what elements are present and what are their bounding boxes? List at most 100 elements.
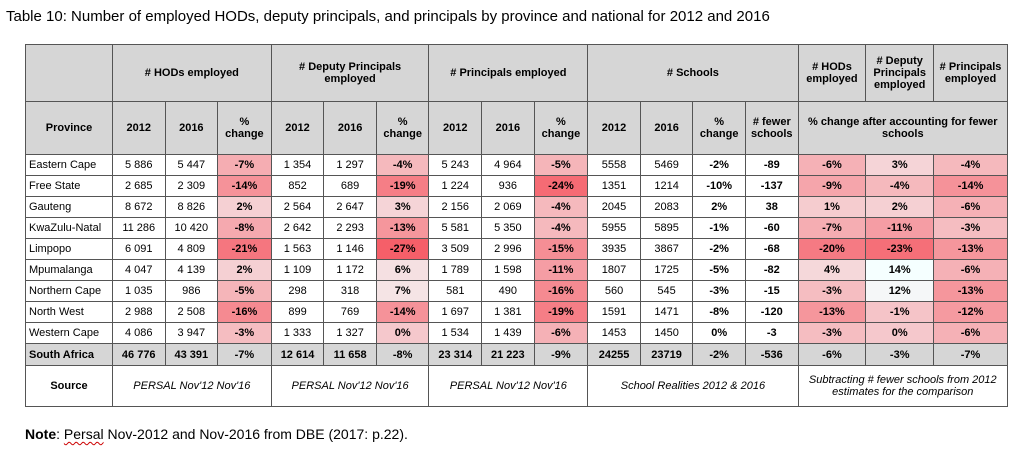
cell-prin-pct: -6% (533, 322, 589, 344)
cell-adj-prin: -6% (933, 322, 1008, 344)
cell-hods-2012: 11 286 (111, 217, 166, 239)
cell-sch-pct: -5% (692, 259, 746, 281)
cell-dep-2012: 1 333 (270, 322, 325, 344)
cell-prin-2016: 21 223 (481, 343, 535, 366)
table-row: Limpopo 6 091 4 809 -21% 1 563 1 146 -27% 3 509… (25, 238, 1008, 260)
table-row: Northern Cape 1 035 986 -5% 298 318 7% 581 490 -1… (25, 280, 1008, 302)
cell-fewer: 38 (744, 196, 799, 218)
cell-prin-pct: -4% (533, 196, 589, 218)
source-after: Subtracting # fewer schools from 2012 es… (797, 365, 1009, 407)
note-persal-word: Persal (63, 426, 104, 442)
province-cell: Gauteng (25, 196, 113, 218)
group-header-principals-after: # Principals employed (933, 44, 1008, 102)
cell-hods-pct: 2% (217, 259, 272, 281)
cell-sch-pct: -10% (692, 175, 746, 197)
group-header-deputy: # Deputy Principals employed (270, 44, 430, 102)
province-cell: Limpopo (25, 238, 113, 260)
cell-hods-2012: 5 886 (111, 154, 166, 176)
cell-adj-dep: -23% (865, 238, 935, 260)
cell-hods-pct: -14% (217, 175, 272, 197)
cell-hods-pct: -5% (217, 280, 272, 302)
cell-prin-pct: -4% (533, 217, 589, 239)
cell-adj-hods: -20% (797, 238, 867, 260)
cell-hods-2016: 3 947 (164, 322, 219, 344)
cell-sch-2012: 2045 (587, 196, 641, 218)
header-row-subcolumns: Province 2012 2016 % change 2012 2016 % … (25, 101, 1009, 155)
cell-prin-2016: 2 069 (481, 196, 535, 218)
group-header-schools: # Schools (587, 44, 799, 102)
cell-adj-prin: -3% (933, 217, 1008, 239)
cell-hods-2016: 5 447 (164, 154, 219, 176)
cell-dep-pct: -13% (375, 217, 430, 239)
cell-dep-2012: 1 354 (270, 154, 325, 176)
cell-adj-hods: 4% (797, 259, 867, 281)
cell-adj-prin: -6% (933, 196, 1008, 218)
cell-hods-2012: 2 988 (111, 301, 166, 323)
cell-hods-2016: 8 826 (164, 196, 219, 218)
cell-prin-pct: -15% (533, 238, 589, 260)
cell-adj-prin: -7% (933, 343, 1008, 366)
cell-prin-2012: 1 224 (428, 175, 483, 197)
cell-sch-pct: -3% (692, 280, 746, 302)
cell-hods-pct: -3% (217, 322, 272, 344)
cell-sch-2016: 1450 (639, 322, 694, 344)
cell-sch-2012: 1807 (587, 259, 641, 281)
table-row: North West 2 988 2 508 -16% 899 769 -14% 1 697 1… (25, 301, 1008, 323)
table-row: Mpumalanga 4 047 4 139 2% 1 109 1 172 6% 1 789 1… (25, 259, 1008, 281)
cell-sch-pct: -2% (692, 343, 746, 366)
cell-dep-2012: 2 642 (270, 217, 325, 239)
cell-adj-dep: 2% (865, 196, 935, 218)
group-header-hods-after: # HODs employed (797, 44, 867, 102)
cell-adj-dep: 0% (865, 322, 935, 344)
header-hods-2012: 2012 (111, 101, 166, 155)
cell-fewer: -82 (744, 259, 799, 281)
cell-sch-2016: 1471 (639, 301, 694, 323)
cell-hods-2012: 4 047 (111, 259, 166, 281)
cell-dep-2016: 1 172 (323, 259, 377, 281)
province-cell: Northern Cape (25, 280, 113, 302)
cell-fewer: -68 (744, 238, 799, 260)
header-principals-pct: % change (533, 101, 589, 155)
cell-sch-2012: 1351 (587, 175, 641, 197)
province-cell: Free State (25, 175, 113, 197)
province-cell: Western Cape (25, 322, 113, 344)
province-cell: North West (25, 301, 113, 323)
cell-adj-dep: 3% (865, 154, 935, 176)
cell-dep-pct: -8% (375, 343, 430, 366)
cell-sch-2012: 1453 (587, 322, 641, 344)
cell-sch-2016: 2083 (639, 196, 694, 218)
cell-dep-2016: 1 327 (323, 322, 377, 344)
cell-adj-dep: -4% (865, 175, 935, 197)
cell-dep-pct: -14% (375, 301, 430, 323)
cell-hods-2016: 4 139 (164, 259, 219, 281)
province-cell: Mpumalanga (25, 259, 113, 281)
cell-prin-2016: 1 381 (481, 301, 535, 323)
cell-adj-hods: -6% (797, 343, 867, 366)
cell-fewer: -536 (744, 343, 799, 366)
cell-fewer: -3 (744, 322, 799, 344)
cell-sch-2012: 5558 (587, 154, 641, 176)
source-schools: School Realities 2012 & 2016 (587, 365, 799, 407)
cell-adj-prin: -4% (933, 154, 1008, 176)
cell-adj-hods: 1% (797, 196, 867, 218)
cell-dep-2012: 1 109 (270, 259, 325, 281)
cell-sch-2016: 5895 (639, 217, 694, 239)
table-caption: Table 10: Number of employed HODs, deput… (6, 8, 770, 25)
header-deputy-2016: 2016 (323, 101, 377, 155)
header-province: Province (25, 101, 113, 155)
cell-dep-2016: 2 647 (323, 196, 377, 218)
cell-adj-dep: 12% (865, 280, 935, 302)
cell-prin-2016: 2 996 (481, 238, 535, 260)
cell-sch-2016: 5469 (639, 154, 694, 176)
header-corner (25, 44, 113, 102)
cell-hods-pct: -21% (217, 238, 272, 260)
header-row-groups: # HODs employed # Deputy Principals empl… (25, 44, 1008, 102)
cell-prin-2012: 1 534 (428, 322, 483, 344)
cell-adj-hods: -13% (797, 301, 867, 323)
group-header-principals: # Principals employed (428, 44, 589, 102)
cell-sch-pct: 0% (692, 322, 746, 344)
cell-dep-pct: 0% (375, 322, 430, 344)
table-row: Western Cape 4 086 3 947 -3% 1 333 1 327 0% 1 5… (25, 322, 1008, 344)
cell-adj-hods: -6% (797, 154, 867, 176)
cell-dep-2016: 318 (323, 280, 377, 302)
